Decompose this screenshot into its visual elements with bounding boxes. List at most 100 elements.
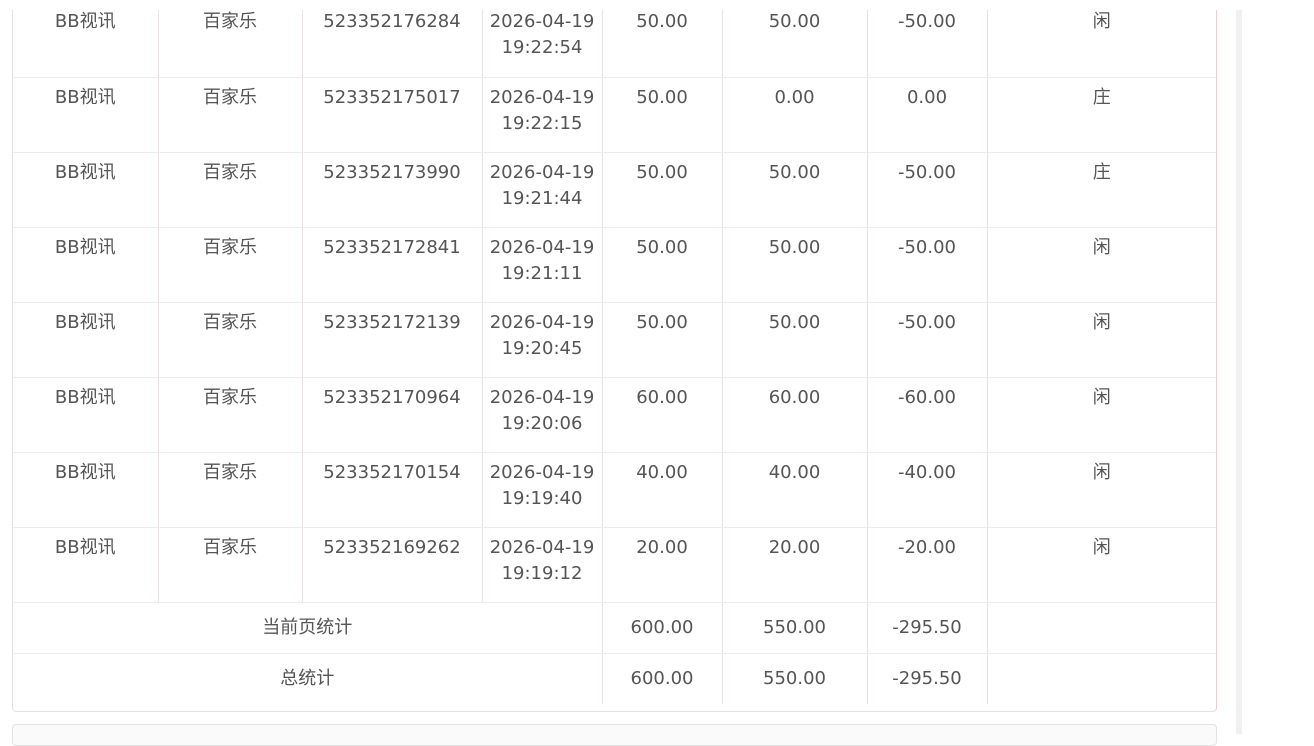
bet-amount-cell: 20.00 <box>601 527 722 603</box>
valid-bet-cell: 0.00 <box>721 77 867 153</box>
bet-clock-time: 19:20:45 <box>501 337 583 359</box>
pagination-bar <box>12 724 1217 746</box>
game-cell: 百家乐 <box>157 152 302 228</box>
bet-clock-time: 19:21:44 <box>501 187 583 209</box>
bet-clock-time: 19:19:12 <box>501 562 583 584</box>
valid-bet-cell: 50.00 <box>721 152 867 228</box>
bet-clock-time: 19:22:15 <box>501 112 583 134</box>
platform-cell: BB视讯 <box>13 77 158 153</box>
table-row: BB视讯 百家乐 523352170964 2026-04-19 19:20:06 60.… <box>13 377 1216 453</box>
bet-date: 2026-04-19 <box>489 11 595 32</box>
bet-records-table: BB视讯 百家乐 523352176284 2026-04-19 19:22:54 50.… <box>13 10 1216 704</box>
bet-time-cell: 2026-04-19 19:22:15 <box>481 77 602 153</box>
platform-cell: BB视讯 <box>13 377 158 453</box>
bet-amount-cell: 50.00 <box>601 77 722 153</box>
profit-cell: -50.00 <box>866 152 987 228</box>
bet-date: 2026-04-19 <box>489 161 595 183</box>
profit-cell: -50.00 <box>866 302 987 378</box>
page-summary-row: 当前页统计 600.00 550.00 -295.50 <box>13 602 1216 654</box>
result-cell: 闲 <box>986 10 1216 78</box>
profit-cell: -40.00 <box>866 452 987 528</box>
bet-date: 2026-04-19 <box>489 311 595 333</box>
bet-date: 2026-04-19 <box>489 386 595 408</box>
summary-empty <box>986 602 1216 654</box>
bet-amount-cell: 40.00 <box>601 452 722 528</box>
result-cell: 闲 <box>986 527 1216 603</box>
bet-clock-time: 19:20:06 <box>501 412 583 434</box>
bet-amount-cell: 50.00 <box>601 302 722 378</box>
valid-bet-cell: 60.00 <box>721 377 867 453</box>
valid-bet-cell: 50.00 <box>721 302 867 378</box>
bet-amount-cell: 50.00 <box>601 152 722 228</box>
order-number-cell: 523352176284 <box>301 10 482 78</box>
order-number-cell: 523352175017 <box>301 77 482 153</box>
result-cell: 闲 <box>986 302 1216 378</box>
order-number-cell: 523352172841 <box>301 227 482 303</box>
order-number-cell: 523352170964 <box>301 377 482 453</box>
table-row: BB视讯 百家乐 523352170154 2026-04-19 19:19:40 40.… <box>13 452 1216 528</box>
valid-bet-cell: 50.00 <box>721 10 867 78</box>
bet-amount-cell: 60.00 <box>601 377 722 453</box>
valid-bet-cell: 20.00 <box>721 527 867 603</box>
table-row: BB视讯 百家乐 523352169262 2026-04-19 19:19:12 20.… <box>13 527 1216 603</box>
scrollbar[interactable] <box>1236 10 1242 734</box>
platform-cell: BB视讯 <box>13 527 158 603</box>
summary-empty <box>986 653 1216 704</box>
result-cell: 庄 <box>986 77 1216 153</box>
bet-date: 2026-04-19 <box>489 536 595 558</box>
bet-time-cell: 2026-04-19 19:19:12 <box>481 527 602 603</box>
platform-cell: BB视讯 <box>13 452 158 528</box>
summary-bet-amount: 600.00 <box>601 653 722 704</box>
result-cell: 闲 <box>986 452 1216 528</box>
bet-time-cell: 2026-04-19 19:21:44 <box>481 152 602 228</box>
bet-time-cell: 2026-04-19 19:20:06 <box>481 377 602 453</box>
table-row: BB视讯 百家乐 523352172139 2026-04-19 19:20:45 50.… <box>13 302 1216 378</box>
profit-cell: -20.00 <box>866 527 987 603</box>
bet-time-cell: 2026-04-19 19:19:40 <box>481 452 602 528</box>
bet-time-cell: 2026-04-19 19:20:45 <box>481 302 602 378</box>
profit-cell: -50.00 <box>866 227 987 303</box>
game-cell: 百家乐 <box>157 77 302 153</box>
summary-valid-bet: 550.00 <box>721 653 867 704</box>
summary-label: 总统计 <box>280 667 335 689</box>
table-row: BB视讯 百家乐 523352173990 2026-04-19 19:21:44 50.… <box>13 152 1216 228</box>
valid-bet-cell: 50.00 <box>721 227 867 303</box>
order-number-cell: 523352170154 <box>301 452 482 528</box>
bet-date: 2026-04-19 <box>489 86 595 108</box>
summary-label: 当前页统计 <box>13 602 602 654</box>
platform-cell: BB视讯 <box>13 302 158 378</box>
result-cell: 闲 <box>986 227 1216 303</box>
bet-records-table-container: BB视讯 百家乐 523352176284 2026-04-19 19:22:54 50.… <box>12 10 1217 712</box>
bet-date: 2026-04-19 <box>489 461 595 483</box>
profit-cell: -50.00 <box>866 10 987 78</box>
order-number-cell: 523352173990 <box>301 152 482 228</box>
summary-bet-amount: 600.00 <box>601 602 722 654</box>
bet-amount-cell: 50.00 <box>601 227 722 303</box>
bet-date: 2026-04-19 <box>489 236 595 258</box>
summary-profit: -295.50 <box>866 602 987 654</box>
game-cell: 百家乐 <box>157 377 302 453</box>
game-cell: 百家乐 <box>157 302 302 378</box>
game-cell: 百家乐 <box>157 452 302 528</box>
game-cell: 百家乐 <box>157 10 302 78</box>
result-cell: 庄 <box>986 152 1216 228</box>
order-number-cell: 523352169262 <box>301 527 482 603</box>
bet-time-cell: 2026-04-19 19:21:11 <box>481 227 602 303</box>
table-row: BB视讯 百家乐 523352175017 2026-04-19 19:22:15 50.… <box>13 77 1216 153</box>
order-number-cell: 523352172139 <box>301 302 482 378</box>
bet-clock-time: 19:21:11 <box>501 262 583 284</box>
bet-time-cell: 2026-04-19 19:22:54 <box>481 10 602 78</box>
summary-valid-bet: 550.00 <box>721 602 867 654</box>
table-row: BB视讯 百家乐 523352176284 2026-04-19 19:22:54 50.… <box>13 10 1216 78</box>
profit-cell: 0.00 <box>866 77 987 153</box>
summary-profit: -295.50 <box>866 653 987 704</box>
profit-cell: -60.00 <box>866 377 987 453</box>
game-cell: 百家乐 <box>157 227 302 303</box>
valid-bet-cell: 40.00 <box>721 452 867 528</box>
result-cell: 闲 <box>986 377 1216 453</box>
bet-clock-time: 19:22:54 <box>501 37 583 58</box>
platform-cell: BB视讯 <box>13 10 158 78</box>
bet-amount-cell: 50.00 <box>601 10 722 78</box>
total-summary-row: 总统计 600.00 550.00 -295.50 <box>13 653 1216 704</box>
game-cell: 百家乐 <box>157 527 302 603</box>
